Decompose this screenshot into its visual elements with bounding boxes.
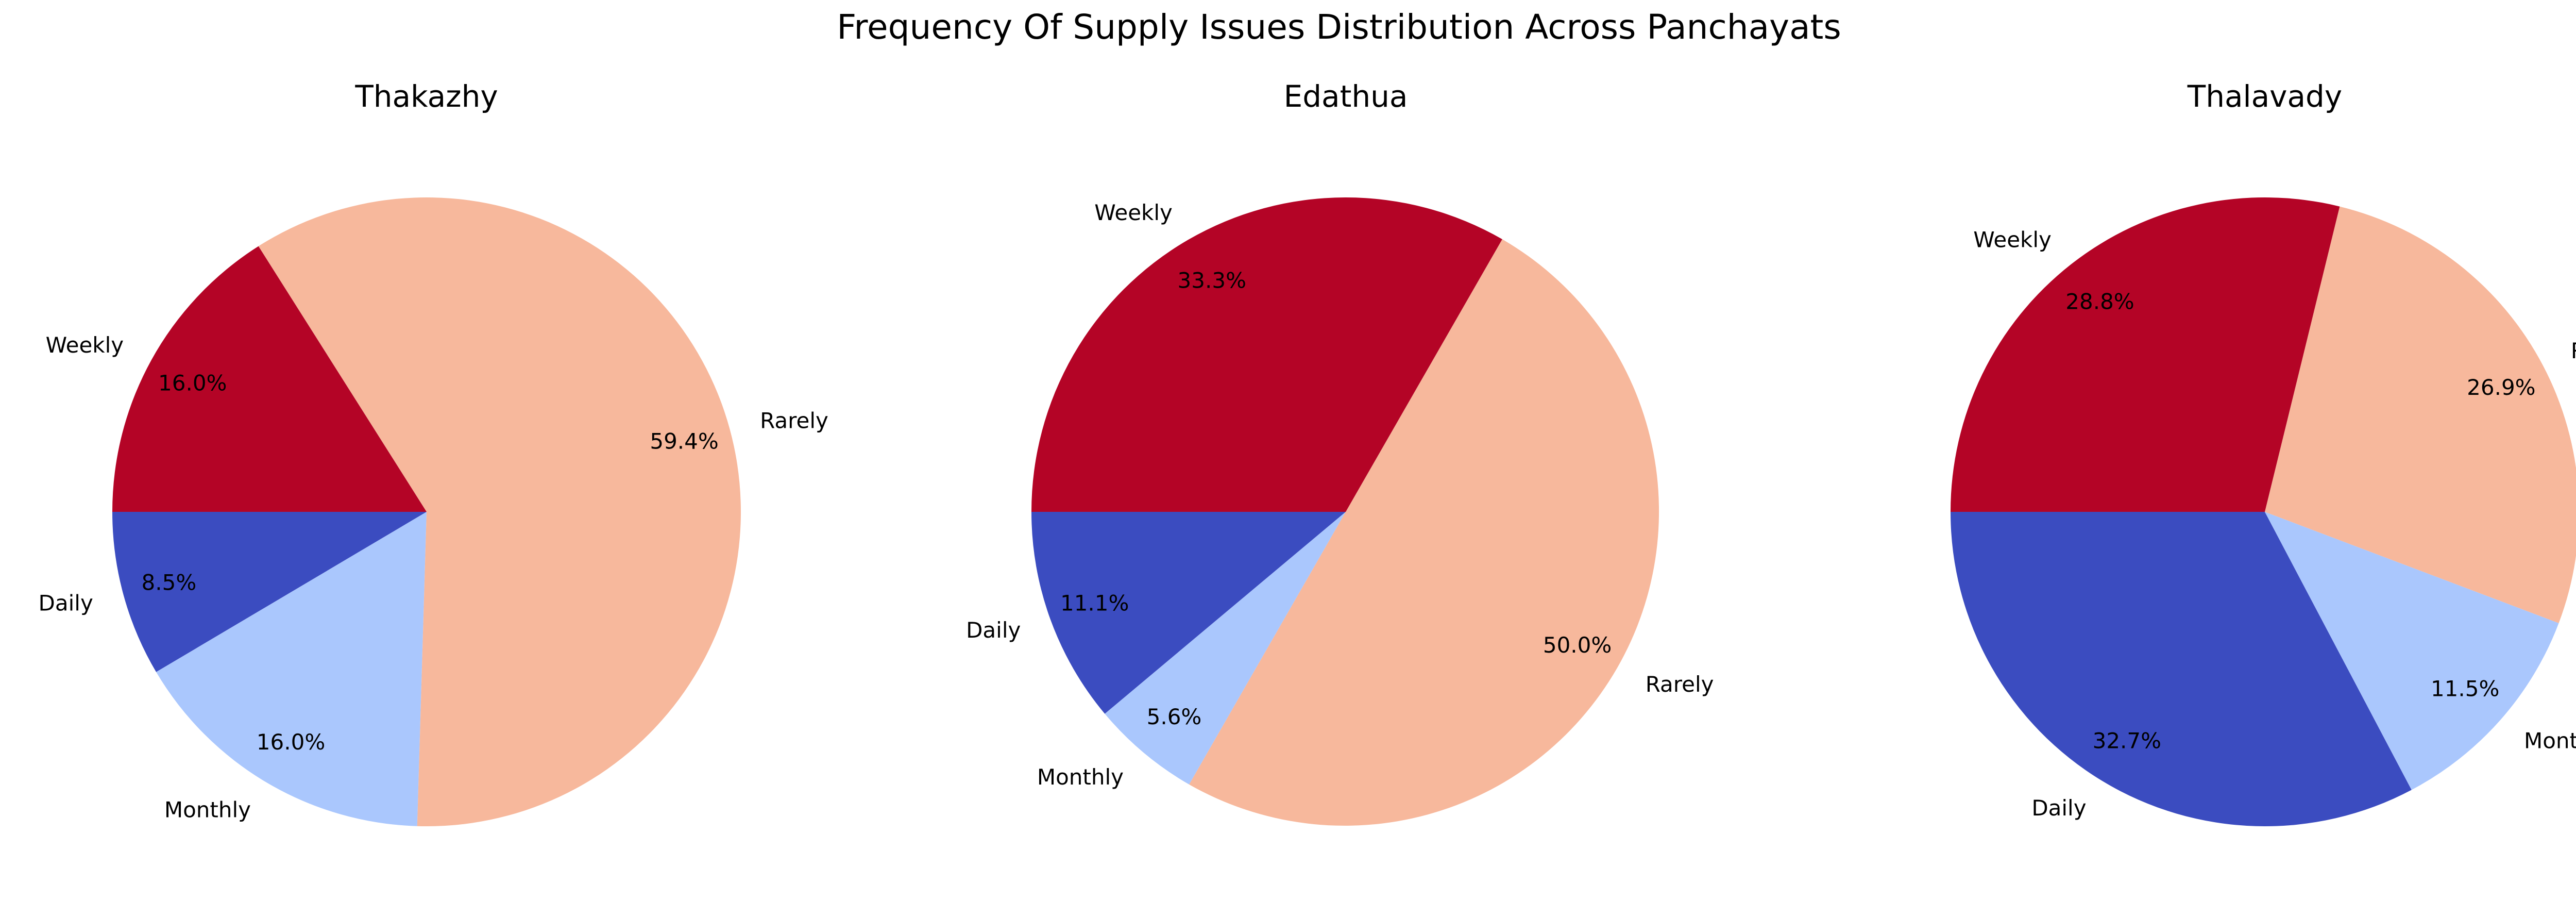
pie-slice-thakazhy-daily — [112, 512, 427, 672]
pie-slice-thakazhy-weekly — [112, 246, 427, 512]
pct-label-edathua-daily: 11.1% — [1060, 591, 1129, 616]
slice-label-edathua-rarely: Rarely — [1646, 672, 1714, 697]
slice-label-thalavady-weekly: Weekly — [1973, 227, 2052, 253]
pie-slice-thalavady-rarely — [2265, 206, 2576, 623]
slice-label-edathua-daily: Daily — [966, 618, 1021, 643]
pct-label-edathua-rarely: 50.0% — [1543, 632, 1612, 658]
slice-label-edathua-monthly: Monthly — [1037, 764, 1124, 790]
slice-label-thakazhy-daily: Daily — [39, 591, 93, 616]
pie-slice-thalavady-weekly — [1951, 197, 2340, 512]
pct-label-thakazhy-rarely: 59.4% — [650, 429, 718, 454]
pie-slice-thakazhy-monthly — [156, 512, 427, 826]
pct-label-edathua-weekly: 33.3% — [1178, 268, 1246, 293]
pct-label-thakazhy-monthly: 16.0% — [257, 729, 325, 755]
pie-title-edathua: Edathua — [1284, 79, 1408, 114]
pie-slice-thalavady-daily — [1951, 512, 2412, 827]
pct-label-thalavady-daily: 32.7% — [2093, 728, 2161, 754]
pie-slice-edathua-weekly — [1031, 197, 1502, 512]
pie-slice-thakazhy-rarely — [258, 197, 741, 827]
pie-title-thalavady: Thalavady — [2187, 79, 2342, 114]
pct-label-thakazhy-weekly: 16.0% — [158, 370, 227, 395]
pie-thalavady: Thalavady Daily 32.7% Monthly 11.5% Rarely 26… — [1951, 79, 2576, 827]
pie-slice-edathua-monthly — [1105, 512, 1346, 785]
slice-label-thalavady-rarely: Rarely — [2571, 338, 2576, 363]
slice-label-edathua-weekly: Weekly — [1094, 200, 1173, 225]
pie-slice-thalavady-monthly — [2265, 512, 2559, 790]
figure-title: Frequency Of Supply Issues Distribution … — [837, 7, 1841, 47]
pct-label-thalavady-monthly: 11.5% — [2431, 676, 2499, 702]
slice-label-thakazhy-weekly: Weekly — [46, 332, 124, 358]
pct-label-thalavady-weekly: 28.8% — [2065, 289, 2134, 314]
pct-label-edathua-monthly: 5.6% — [1147, 704, 1202, 729]
slice-label-thalavady-daily: Daily — [2031, 795, 2086, 821]
pie-slice-edathua-rarely — [1189, 239, 1659, 826]
slice-label-thakazhy-rarely: Rarely — [760, 408, 828, 433]
slice-label-thakazhy-monthly: Monthly — [164, 797, 251, 822]
pie-slice-edathua-daily — [1031, 512, 1346, 714]
pie-edathua: Edathua Daily 11.1% Monthly 5.6% Rarely 50.0%… — [966, 79, 1714, 826]
pie-title-thakazhy: Thakazhy — [354, 79, 498, 114]
pie-thakazhy: Thakazhy Daily 8.5% Monthly 16.0% Rarely 59.4… — [39, 79, 828, 827]
slice-label-thalavady-monthly: Monthly — [2524, 728, 2576, 754]
pct-label-thalavady-rarely: 26.9% — [2467, 375, 2535, 400]
pct-label-thakazhy-daily: 8.5% — [142, 570, 197, 595]
